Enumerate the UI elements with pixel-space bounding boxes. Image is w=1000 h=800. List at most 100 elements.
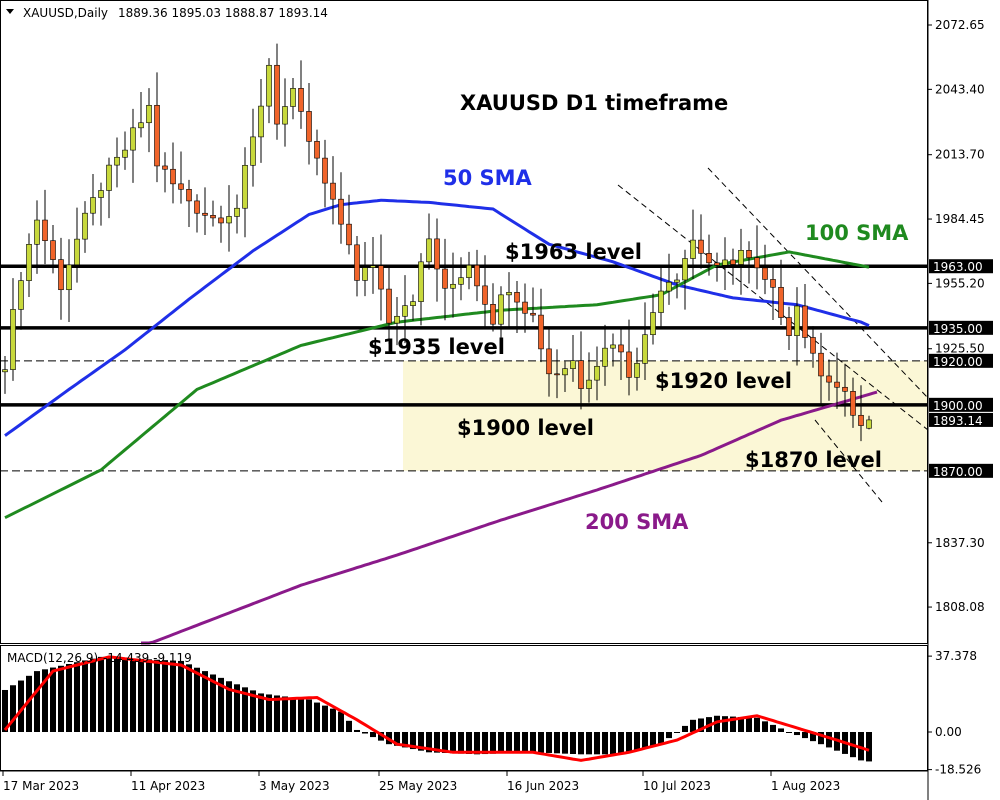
candle — [650, 293, 656, 345]
candle — [450, 252, 456, 318]
candle — [746, 241, 752, 284]
candle — [370, 237, 376, 294]
macd-histogram-bar — [42, 669, 48, 732]
candle — [722, 237, 728, 291]
candle — [154, 72, 160, 183]
candle — [682, 249, 688, 310]
macd-histogram-bar — [474, 732, 480, 755]
macd-histogram-bar — [594, 732, 600, 755]
candle — [234, 194, 240, 234]
candle — [538, 288, 544, 363]
macd-histogram-bar — [626, 732, 632, 753]
macd-histogram-bar — [778, 728, 784, 732]
candle — [42, 189, 48, 265]
candle — [282, 78, 288, 147]
macd-histogram-bar — [114, 657, 120, 732]
macd-histogram-bar — [322, 705, 328, 732]
macd-histogram-bar — [794, 732, 800, 736]
candle — [794, 287, 800, 366]
price-level-tag — [929, 412, 993, 427]
macd-histogram-bar — [34, 671, 40, 732]
candle — [338, 172, 344, 244]
date-tick-label: 25 May 2023 — [379, 779, 457, 793]
candle — [162, 152, 168, 193]
macd-histogram-bar — [218, 677, 224, 732]
candle — [290, 77, 296, 120]
candle — [586, 352, 592, 403]
support-zone — [403, 360, 928, 471]
candle — [314, 129, 320, 176]
macd-histogram-bar — [18, 680, 24, 732]
candle — [786, 306, 792, 350]
macd-histogram-bar — [738, 716, 744, 732]
macd-histogram-bar — [826, 732, 832, 748]
candle — [594, 346, 600, 401]
date-tick-label: 11 Apr 2023 — [131, 779, 205, 793]
macd-histogram-bar — [186, 664, 192, 732]
macd-histogram-bar — [178, 660, 184, 732]
price-level-tag-label: 1963.00 — [933, 260, 983, 274]
candle — [554, 349, 560, 399]
candle — [274, 43, 280, 140]
price-tick-label: 2013.70 — [935, 148, 985, 162]
candle — [58, 237, 64, 320]
candle — [410, 294, 416, 321]
price-level-tag — [929, 353, 993, 368]
macd-histogram-bar — [98, 656, 104, 732]
candle — [674, 273, 680, 299]
candle — [738, 228, 744, 295]
macd-tick-label: 0.00 — [935, 725, 962, 739]
candle — [66, 239, 72, 322]
macd-histogram-bar — [514, 732, 520, 753]
date-tick-label: 10 Jul 2023 — [643, 779, 711, 793]
candle — [826, 359, 832, 401]
candle — [530, 287, 536, 323]
candle — [842, 363, 848, 417]
candle — [26, 233, 32, 298]
price-level-tag-label: 1870.00 — [933, 465, 983, 479]
candle — [730, 248, 736, 285]
macd-histogram-bar — [290, 697, 296, 732]
candle — [378, 234, 384, 321]
price-tick-label: 1925.50 — [935, 342, 985, 356]
macd-histogram-bar — [754, 717, 760, 732]
candle — [858, 385, 864, 442]
level-1870-label: $1870 level — [745, 448, 882, 472]
candle — [834, 352, 840, 409]
candle — [114, 137, 120, 188]
candle — [442, 238, 448, 321]
sma200-label: 200 SMA — [585, 510, 689, 534]
macd-histogram-bar — [642, 732, 648, 749]
macd-histogram-bar — [730, 716, 736, 732]
macd-histogram-bar — [810, 732, 816, 742]
collapse-triangle-icon[interactable] — [6, 9, 14, 14]
candle — [306, 83, 312, 165]
macd-histogram-bar — [818, 732, 824, 745]
macd-histogram-bar — [346, 720, 352, 732]
level-1963-label: $1963 level — [505, 240, 642, 264]
candle — [634, 347, 640, 391]
macd-histogram-bar — [650, 732, 656, 747]
candle — [466, 251, 472, 290]
candle — [178, 151, 184, 204]
candle — [770, 264, 776, 320]
macd-histogram-bar — [426, 732, 432, 753]
macd-histogram-bar — [578, 732, 584, 755]
candle — [474, 249, 480, 302]
macd-histogram-bar — [746, 717, 752, 732]
level-1935-label: $1935 level — [368, 335, 505, 359]
candle — [354, 236, 360, 297]
price-level-tag — [929, 397, 993, 412]
macd-tick-label: -18.526 — [935, 763, 981, 777]
macd-histogram-bar — [2, 689, 8, 732]
macd-histogram-bar — [466, 732, 472, 754]
candle — [346, 194, 352, 255]
candle — [626, 319, 632, 396]
macd-histogram-bar — [554, 732, 560, 754]
candle — [714, 252, 720, 282]
macd-histogram-bar — [714, 715, 720, 732]
price-level-tag-label: 1920.00 — [933, 355, 983, 369]
price-tick-label: 2043.40 — [935, 82, 985, 96]
macd-histogram-bar — [154, 659, 160, 732]
